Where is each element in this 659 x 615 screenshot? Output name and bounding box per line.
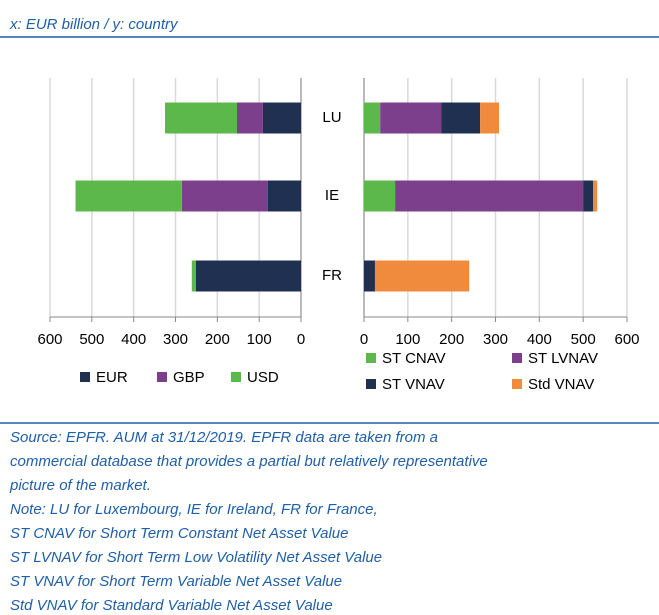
x-tick-label: 200 [439,331,464,348]
legend-label: GBP [173,369,205,386]
legend-swatch [157,372,167,382]
legend-swatch [366,353,376,363]
bar-segment [195,260,301,292]
note-line: commercial database that provides a part… [10,453,488,470]
x-tick-label: 500 [571,331,596,348]
legend-swatch [512,379,522,389]
legend-label: EUR [96,369,128,386]
note-line: Source: EPFR. AUM at 31/12/2019. EPFR da… [10,429,438,446]
bar-segment [191,260,196,292]
x-tick-label: 100 [395,331,420,348]
x-tick-label: 300 [163,331,188,348]
note-line: ST CNAV for Short Term Constant Net Asse… [10,525,348,542]
legend-swatch [231,372,241,382]
bar-segment [441,102,481,134]
bar-segment [236,102,263,134]
note-line: ST VNAV for Short Term Variable Net Asse… [10,573,342,590]
legend-label: USD [247,369,279,386]
note-line: picture of the market. [9,477,151,494]
x-tick-label: 100 [247,331,272,348]
x-tick-label: 600 [37,331,62,348]
legend-swatch [80,372,90,382]
bar-segment [374,260,470,292]
bar-segment [480,102,500,134]
bar-segment [181,180,268,212]
legend-swatch [366,379,376,389]
bar-segment [75,180,182,212]
legend-label: ST VNAV [382,376,445,393]
x-tick-label: 300 [483,331,508,348]
bar-segment [395,180,584,212]
x-tick-label: 500 [79,331,104,348]
category-label: IE [325,187,339,204]
bar-segment [262,102,301,134]
x-tick-label: 400 [527,331,552,348]
legend-label: ST CNAV [382,350,446,367]
x-tick-label: 0 [297,331,305,348]
x-tick-label: 0 [360,331,368,348]
x-tick-label: 400 [121,331,146,348]
x-tick-label: 600 [614,331,639,348]
category-label: FR [322,267,342,284]
bar-segment [165,102,237,134]
legend-label: Std VNAV [528,376,594,393]
bar-segment [380,102,442,134]
note-line: Std VNAV for Standard Variable Net Asset… [10,597,333,614]
bar-segment [364,260,375,292]
x-tick-label: 200 [205,331,230,348]
bar-segment [267,180,301,212]
bar-segment [364,102,381,134]
legend-label: ST LVNAV [528,350,598,367]
legend-swatch [512,353,522,363]
note-line: Note: LU for Luxembourg, IE for Ireland,… [10,501,378,518]
category-label: LU [322,109,341,126]
bar-segment [593,180,598,212]
note-line: ST LVNAV for Short Term Low Volatility N… [10,549,382,566]
bar-segment [583,180,594,212]
bar-segment [364,180,396,212]
header: x: EUR billion / y: country [9,16,179,33]
